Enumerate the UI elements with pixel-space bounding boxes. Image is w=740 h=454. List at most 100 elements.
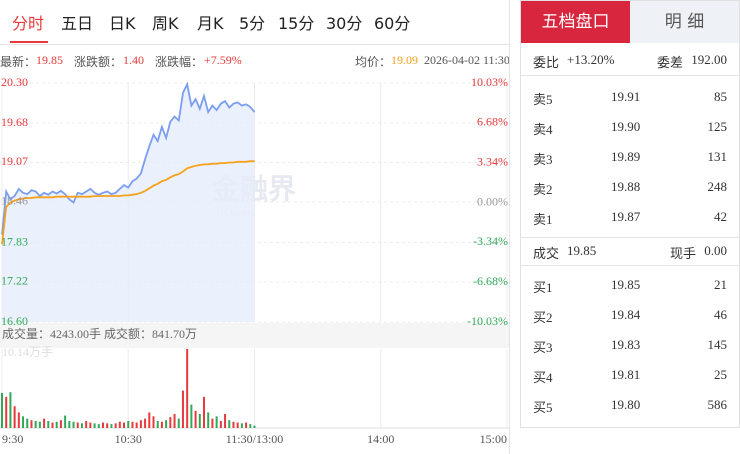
level-label: 卖4 [533,122,553,137]
level-volume: 248 [707,179,728,194]
volume-bar [207,412,210,428]
level-price: 19.88 [611,179,641,194]
level-label: 卖5 [533,92,553,107]
y2-tick-label: 0.00% [477,194,508,208]
level-volume: 85 [714,89,727,104]
last-volume-label: 现手 [670,246,697,261]
level-label: 买2 [533,310,553,325]
volume-tick-label: 10.14万手 [2,345,53,359]
tab-divider [0,44,509,45]
volume-bar [181,390,184,428]
volume-bar [160,421,163,428]
level-price: 19.85 [611,277,641,292]
price-line [1,81,256,235]
y-tick-label: 19.07 [1,154,28,168]
quote-value: +7.59% [204,53,242,67]
volume-bar [215,416,218,428]
volume-title: 成交量：4243.00手 成交额：841.70万 [2,326,197,341]
quote-value: 19.85 [36,53,63,67]
volume-bar [43,418,46,428]
period-tab[interactable]: 60分 [374,14,411,33]
y-tick-label: 17.83 [1,234,28,248]
y-tick-label: 17.22 [1,274,28,288]
avg-value: 19.09 [391,53,418,67]
x-tick-label: 10:30 [115,432,142,446]
level-price: 19.87 [611,209,641,224]
period-tab[interactable]: 30分 [326,14,363,33]
volume-bar [249,424,252,428]
period-tab[interactable]: 15分 [278,14,315,33]
volume-bar [76,422,79,428]
level-price: 19.83 [611,337,641,352]
order-tab[interactable]: 明 细 [630,1,739,43]
y-tick-label: 20.30 [1,75,28,89]
level-label: 买5 [533,400,553,415]
period-tab[interactable]: 分时 [12,14,45,33]
volume-bar [114,423,117,428]
volume-bar [5,396,8,428]
volume-bar [47,420,50,428]
period-tab[interactable]: 日K [109,14,136,33]
volume-bar [156,420,159,428]
last-volume-value: 0.00 [704,243,727,258]
volume-bar [203,396,205,428]
order-tab[interactable]: 五档盘口 [521,1,630,43]
volume-bar [102,422,104,428]
timestamp: 2026-04-02 11:30 [424,53,509,67]
level-volume: 125 [707,119,728,134]
period-tab[interactable]: 月K [197,14,224,33]
level-price: 19.80 [611,397,641,412]
ratio-label: 委比 [533,55,560,70]
volume-bar [240,423,243,428]
volume-bar [9,392,12,428]
volume-bar [97,424,100,428]
volume-bar [144,418,147,428]
volume-bar [139,420,142,428]
volume-bar [245,422,248,428]
y2-tick-label: 10.03% [471,75,508,89]
volume-bar [211,418,214,428]
volume-bar [34,420,37,428]
period-tab[interactable]: 5分 [239,14,266,33]
volume-bar [253,425,256,428]
order-book: 五档盘口明 细委比 +13.20% 委差 192.00 卖5 19.91 85 卖4 19.90… [520,0,740,428]
volume-bar [38,421,41,428]
period-tab[interactable]: 周K [152,14,179,33]
volume-bar [228,420,231,428]
x-tick-label: 11:30/13:00 [226,432,284,446]
chart-panel: 分时 五日 日K 周K 月K 5分 15分 30分 60分 最新： 19.85 涨跌额： 1.40 涨跌幅… [0,0,510,454]
volume-header-band [0,323,509,348]
volume-bar [72,421,75,428]
level-label: 卖3 [533,152,553,167]
y2-tick-label: 3.34% [477,154,508,168]
level-price: 19.89 [611,149,641,164]
y2-tick-label: 6.68% [477,115,508,129]
volume-bar [13,406,16,428]
volume-bar [93,423,96,428]
y-tick-label: 18.46 [1,194,28,208]
level-volume: 586 [707,397,728,412]
volume-bar [17,412,20,428]
volume-bar [219,420,222,428]
level-label: 买4 [533,370,553,385]
divider [521,237,739,238]
period-tab[interactable]: 五日 [61,14,94,33]
volume-bar [68,420,71,428]
volume-bar [1,392,3,428]
chart: 成交量：4243.00手 成交额：841.70万金融界JRJ.com20.301… [0,75,509,446]
level-price: 19.84 [611,307,641,322]
level-volume: 21 [714,277,727,292]
active-tab-underline [10,41,48,43]
volume-bar [169,417,172,428]
volume-bar [26,418,29,428]
trade-value: 19.85 [567,243,597,258]
volume-bar [165,420,168,428]
trade-label: 成交 [533,246,560,261]
y-tick-label: 16.60 [1,314,28,328]
x-tick-label: 15:00 [480,432,507,446]
quote-label: 涨跌额： [74,55,123,69]
volume-bar [173,413,176,428]
volume-bar [123,422,126,428]
y2-tick-label: -3.34% [473,234,508,248]
volume-bar [59,420,62,428]
